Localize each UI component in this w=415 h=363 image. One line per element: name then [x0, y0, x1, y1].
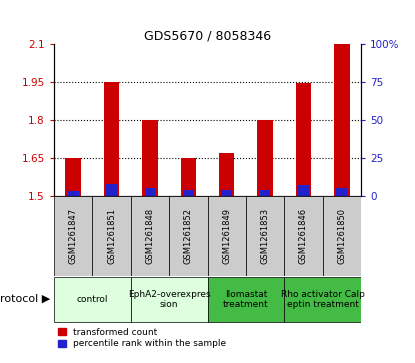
Bar	[104, 82, 119, 196]
Bar	[131, 277, 208, 322]
Text: Ilomastat
treatment: Ilomastat treatment	[223, 290, 269, 309]
Text: Rho activator Calp
eptin treatment: Rho activator Calp eptin treatment	[281, 290, 365, 309]
Text: GSM1261846: GSM1261846	[299, 208, 308, 264]
Bar	[142, 120, 158, 196]
Text: EphA2-overexpres
sion: EphA2-overexpres sion	[128, 290, 210, 309]
Text: GSM1261851: GSM1261851	[107, 208, 116, 264]
Text: GSM1261848: GSM1261848	[145, 208, 154, 264]
Bar	[208, 196, 246, 276]
Bar	[183, 190, 194, 196]
Bar	[221, 190, 232, 196]
Text: GSM1261850: GSM1261850	[337, 208, 347, 264]
Bar	[260, 190, 271, 196]
Bar	[296, 83, 311, 196]
Bar	[68, 191, 78, 196]
Bar	[337, 188, 347, 196]
Text: control: control	[77, 295, 108, 304]
Bar	[66, 158, 81, 196]
Bar	[54, 277, 131, 322]
Text: GSM1261852: GSM1261852	[184, 208, 193, 264]
Text: GSM1261853: GSM1261853	[261, 208, 270, 264]
Bar	[219, 153, 234, 196]
Bar	[181, 158, 196, 196]
Bar	[106, 184, 117, 196]
Bar	[208, 277, 284, 322]
Text: protocol ▶: protocol ▶	[0, 294, 50, 305]
Bar	[169, 196, 208, 276]
Bar	[246, 196, 284, 276]
Bar	[144, 188, 155, 196]
Bar	[257, 120, 273, 196]
Bar	[54, 196, 92, 276]
Bar	[284, 196, 323, 276]
Title: GDS5670 / 8058346: GDS5670 / 8058346	[144, 29, 271, 42]
Legend: transformed count, percentile rank within the sample: transformed count, percentile rank withi…	[59, 327, 226, 348]
Bar	[131, 196, 169, 276]
Text: GSM1261847: GSM1261847	[68, 208, 78, 264]
Text: GSM1261849: GSM1261849	[222, 208, 231, 264]
Bar	[284, 277, 361, 322]
Bar	[323, 196, 361, 276]
Bar	[298, 185, 309, 196]
Bar	[93, 196, 131, 276]
Bar	[334, 44, 349, 196]
